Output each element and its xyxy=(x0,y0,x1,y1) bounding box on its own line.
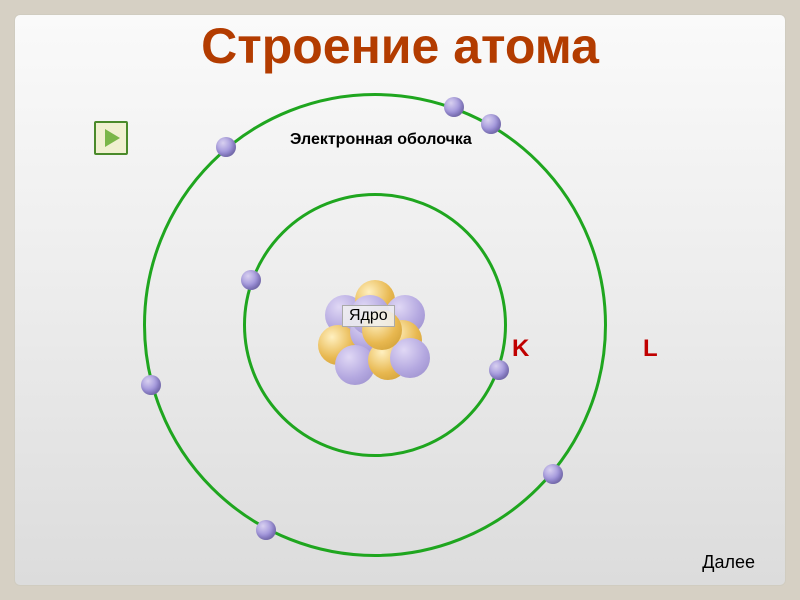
electron xyxy=(444,97,464,117)
electron xyxy=(216,137,236,157)
nucleus-label: Ядро xyxy=(342,305,395,327)
electron xyxy=(241,270,261,290)
l-shell-letter: L xyxy=(643,335,658,363)
electron xyxy=(256,520,276,540)
electron xyxy=(141,375,161,395)
shell-label: Электронная оболочка xyxy=(290,131,472,149)
k-shell-letter: K xyxy=(512,335,529,363)
electron xyxy=(481,114,501,134)
next-button[interactable]: Далее xyxy=(702,552,755,573)
slide-canvas: Строение атома Электронная оболочка Ядро… xyxy=(14,14,786,586)
electron xyxy=(489,360,509,380)
electron xyxy=(543,464,563,484)
